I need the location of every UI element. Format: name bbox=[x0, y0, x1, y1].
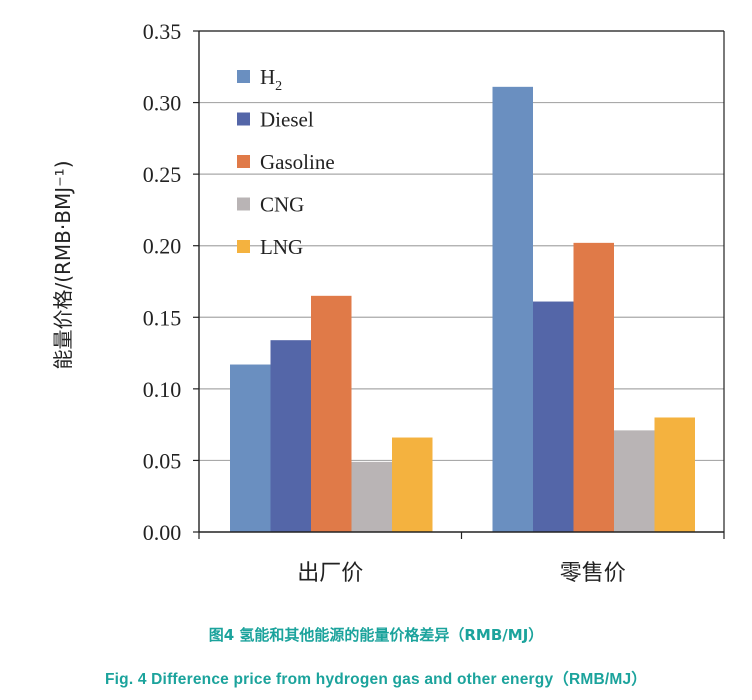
legend-swatch-gasoline bbox=[237, 155, 250, 168]
legend-label-gasoline: Gasoline bbox=[260, 150, 335, 174]
y-tick-label: 0.10 bbox=[143, 377, 182, 402]
bar-cng-1 bbox=[351, 461, 392, 532]
y-tick-label: 0.35 bbox=[143, 19, 182, 44]
legend-swatch-h2 bbox=[237, 70, 250, 83]
caption-chinese: 图4 氢能和其他能源的能量价格差异（RMB/MJ） bbox=[208, 626, 544, 644]
y-tick-label: 0.20 bbox=[143, 234, 182, 259]
bar-chart: 能量价格/(RMB·BMJ⁻¹) 0.00 0.05 0.10 0.15 0.20 0.2… bbox=[51, 19, 725, 586]
y-axis-label: 能量价格/(RMB·BMJ⁻¹) bbox=[51, 160, 75, 369]
bar-h2-1 bbox=[230, 364, 271, 532]
bar-diesel-1 bbox=[270, 340, 311, 532]
axes bbox=[193, 30, 725, 539]
legend-swatch-lng bbox=[237, 240, 250, 253]
x-categories: 出厂价 零售价 bbox=[297, 561, 626, 586]
legend-label-diesel: Diesel bbox=[260, 108, 314, 132]
legend-label-h2: H2 bbox=[260, 65, 282, 94]
caption-english: Fig. 4 Difference price from hydrogen ga… bbox=[104, 671, 648, 688]
bar-lng-1 bbox=[392, 437, 433, 532]
y-ticks: 0.00 0.05 0.10 0.15 0.20 0.25 0.30 0.35 bbox=[143, 19, 182, 545]
y-tick-label: 0.15 bbox=[143, 305, 182, 330]
legend: H2 Diesel Gasoline CNG LNG bbox=[237, 65, 335, 259]
bar-diesel-2 bbox=[533, 301, 574, 532]
x-category-label: 零售价 bbox=[560, 561, 626, 586]
legend-swatch-cng bbox=[237, 197, 250, 211]
y-tick-label: 0.00 bbox=[143, 520, 182, 545]
bar-cng-2 bbox=[614, 430, 655, 532]
y-tick-label: 0.25 bbox=[143, 162, 182, 187]
bars bbox=[230, 86, 695, 532]
y-tick-label: 0.05 bbox=[143, 448, 182, 473]
y-tick-label: 0.30 bbox=[143, 91, 182, 116]
legend-swatch-diesel bbox=[237, 112, 250, 126]
legend-label-lng: LNG bbox=[260, 235, 303, 259]
x-category-label: 出厂价 bbox=[297, 561, 363, 586]
bar-gasoline-2 bbox=[573, 242, 614, 532]
bar-h2-2 bbox=[492, 86, 533, 532]
legend-label-cng: CNG bbox=[260, 193, 304, 217]
bar-lng-2 bbox=[654, 417, 695, 532]
bar-gasoline-1 bbox=[311, 295, 352, 532]
